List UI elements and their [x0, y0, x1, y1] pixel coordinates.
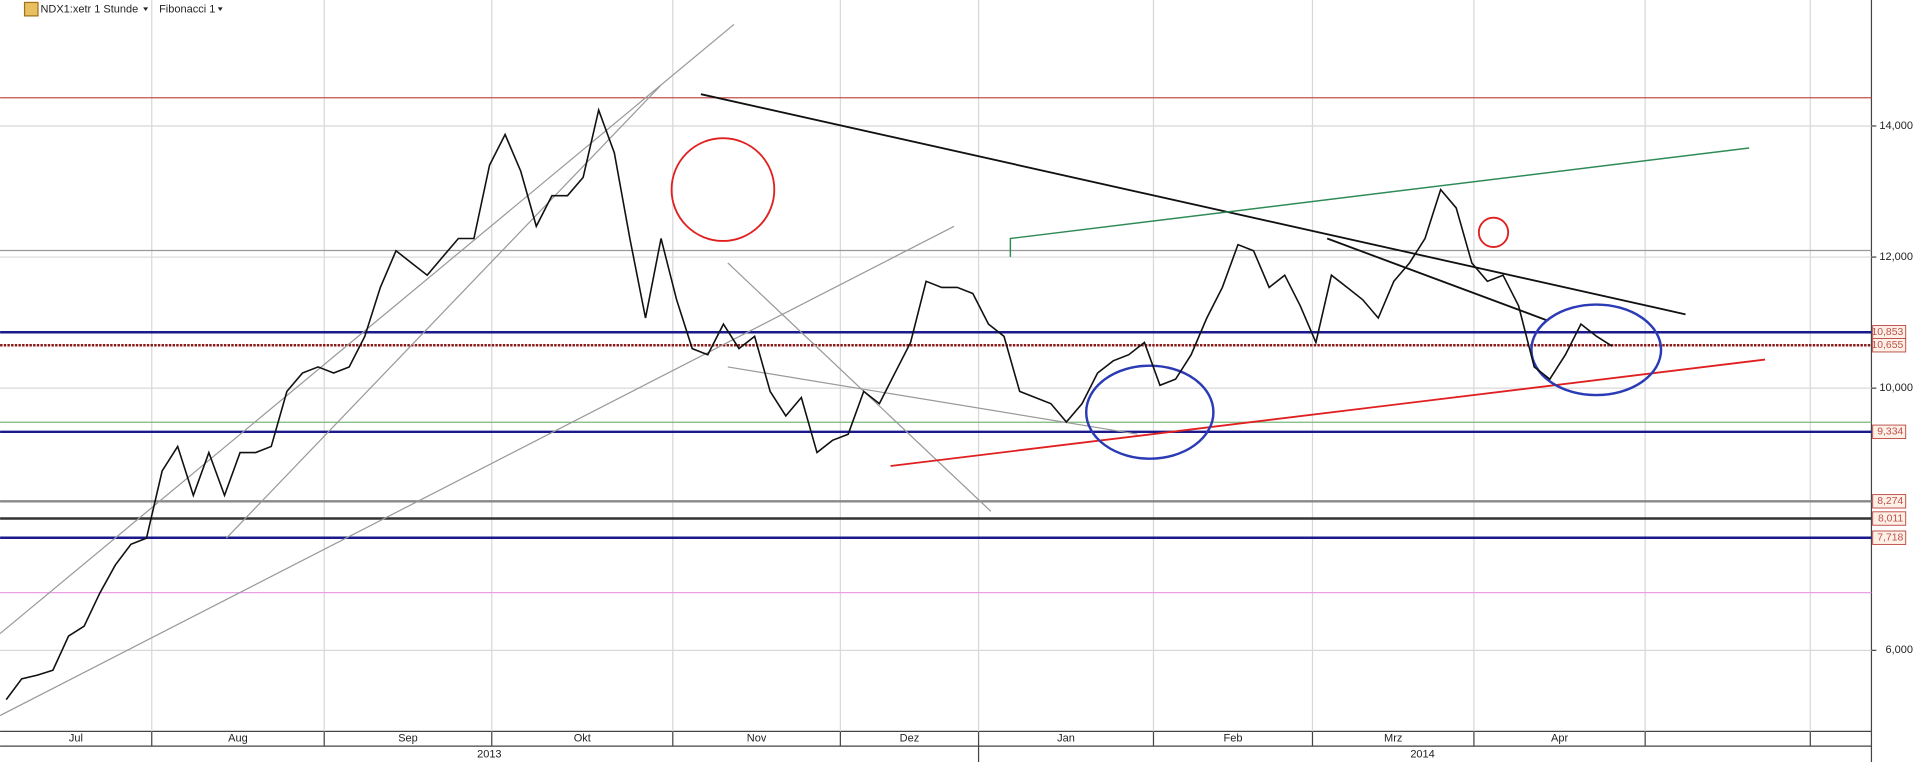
highlight-circle	[1477, 216, 1510, 248]
channel-line	[727, 366, 1138, 435]
level-label: 10,853	[1872, 327, 1904, 338]
price-line	[5, 107, 1613, 701]
y-tick-label: 14,000	[1879, 120, 1913, 132]
trend-line	[890, 358, 1766, 467]
level-label-box	[1872, 338, 1907, 353]
month-label: Okt	[574, 733, 591, 745]
highlight-circle	[670, 137, 776, 242]
month-label: Feb	[1223, 733, 1242, 745]
year-label: 2013	[477, 749, 501, 761]
symbol-label[interactable]: NDX1:xetr 1 Stunde	[40, 4, 138, 16]
level-label-box	[1872, 424, 1907, 440]
highlight-ellipse	[1084, 364, 1215, 460]
month-label: Jan	[1057, 733, 1075, 745]
study-label[interactable]: Fibonacci 1	[159, 4, 215, 16]
level-label-box	[1872, 511, 1907, 526]
channel-line	[727, 262, 992, 512]
level-label: 7,718	[1877, 532, 1903, 543]
channel-line	[0, 225, 955, 717]
month-label: Aug	[228, 733, 248, 745]
month-label: Sep	[398, 733, 418, 745]
month-label: Mrz	[1384, 733, 1402, 745]
month-label: Nov	[747, 733, 767, 745]
level-label-box	[1872, 530, 1907, 545]
y-tick-label: 12,000	[1879, 251, 1913, 263]
level-label: 8,011	[1878, 513, 1903, 524]
level-label: 8,274	[1877, 496, 1903, 507]
month-label: Dez	[900, 733, 920, 745]
trend-line	[1326, 237, 1548, 322]
month-label: Apr	[1551, 733, 1568, 745]
y-tick-label: 10,000	[1879, 382, 1913, 394]
y-tick-label: 6,000	[1885, 644, 1913, 656]
month-label: Jul	[69, 733, 83, 745]
dropdown-arrow[interactable]	[143, 7, 149, 12]
channel-line	[225, 85, 662, 539]
level-label: 9,334	[1877, 427, 1903, 438]
year-label: 2014	[1410, 749, 1434, 761]
symbol-icon[interactable]	[23, 1, 39, 17]
trend-line	[700, 93, 1686, 316]
level-label: 10,655	[1872, 340, 1904, 351]
dropdown-arrow[interactable]	[217, 7, 223, 12]
highlight-ellipse	[1530, 303, 1663, 397]
level-label-box	[1872, 494, 1907, 509]
trend-line	[1009, 147, 1750, 257]
